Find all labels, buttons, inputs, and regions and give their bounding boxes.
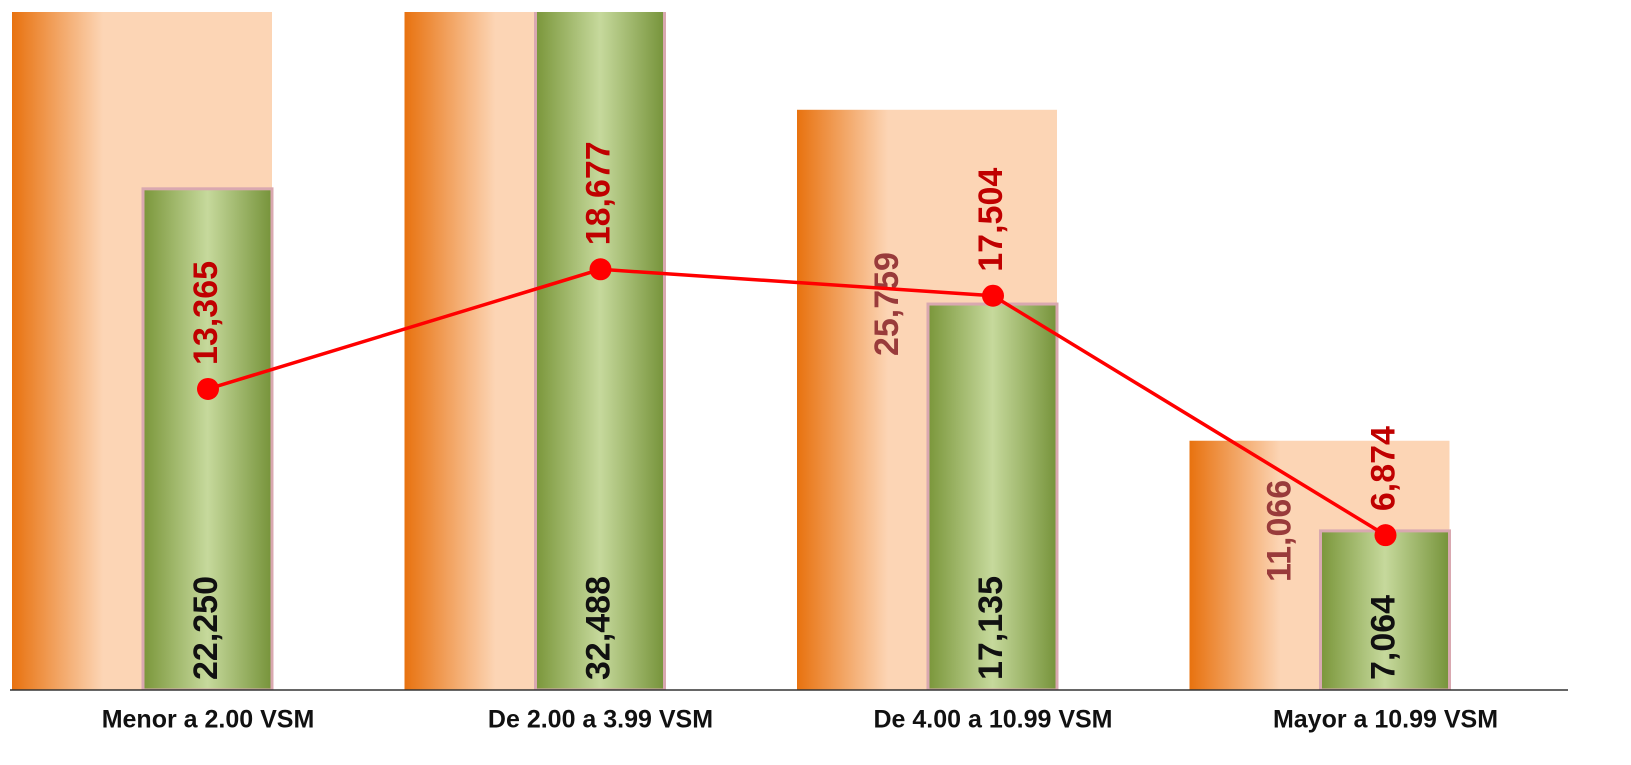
line-point <box>589 258 612 281</box>
data-label: 17,504 <box>972 168 1010 272</box>
line-point <box>1374 524 1397 547</box>
data-label: 17,135 <box>972 576 1010 680</box>
plot-area <box>12 12 1451 690</box>
x-tick-label: De 4.00 a 10.99 VSM <box>873 706 1112 734</box>
line-point <box>982 284 1004 307</box>
bar <box>1319 529 1451 690</box>
data-label: 11,066 <box>1260 480 1298 582</box>
data-label: 32,488 <box>579 576 617 680</box>
x-tick-label: Menor a 2.00 VSM <box>102 706 315 734</box>
data-label: 22,250 <box>187 576 225 680</box>
x-tick-label: Mayor a 10.99 VSM <box>1273 706 1498 734</box>
bar <box>141 187 274 690</box>
data-label: 6,874 <box>1364 426 1402 511</box>
data-label: 7,064 <box>1364 595 1402 680</box>
data-label: 13,365 <box>187 261 225 365</box>
data-label: 18,677 <box>579 141 617 245</box>
overlay: 25,759 11,066 22,250 32,488 17,135 7,064 13,36… <box>187 141 1403 680</box>
line-point <box>197 377 219 400</box>
data-label: 25,759 <box>868 252 906 356</box>
x-tick-label: De 2.00 a 3.99 VSM <box>488 706 713 734</box>
bar <box>926 302 1059 690</box>
line <box>207 267 1387 537</box>
bar <box>534 12 666 690</box>
